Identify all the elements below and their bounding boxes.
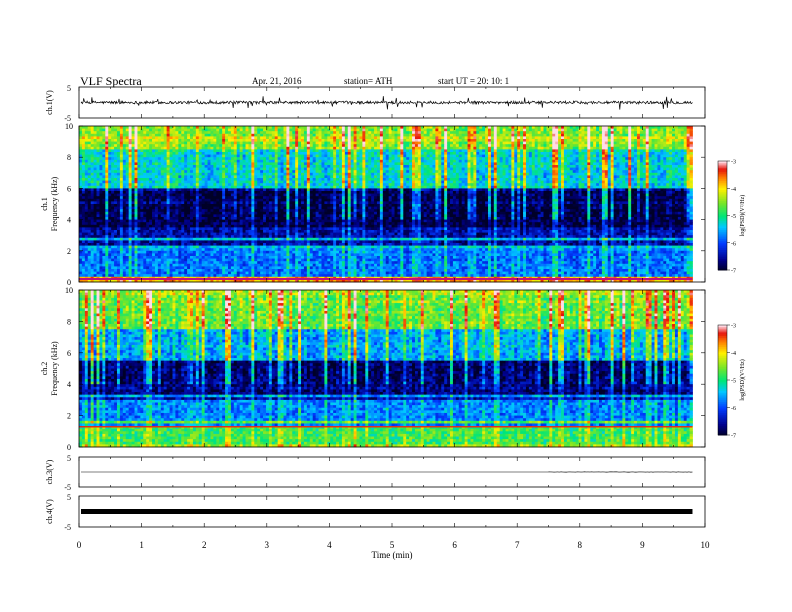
colorbar-label: log(PSD)(V²/Hz) bbox=[739, 359, 746, 400]
y-axis-label: Frequency (kHz) bbox=[50, 341, 59, 396]
colorbar-tick-label: -6 bbox=[731, 241, 736, 247]
y-axis-label: ch.1(V) bbox=[45, 90, 54, 115]
colorbar-tick-label: -7 bbox=[731, 269, 736, 275]
start-time-label: start UT = 20: 10: 1 bbox=[438, 76, 509, 86]
y-tick-label: 8 bbox=[67, 317, 71, 326]
ch2-low-freq-line bbox=[79, 426, 693, 428]
y-tick-label: 0 bbox=[67, 278, 71, 287]
colorbar-tick-label: -5 bbox=[731, 379, 736, 385]
y-tick-label: 6 bbox=[67, 184, 71, 193]
colorbar-label-group: log(PSD)(V²/Hz) bbox=[739, 359, 746, 400]
x-axis-label: Time (min) bbox=[372, 550, 413, 560]
x-tick-label: 10 bbox=[701, 540, 711, 550]
y-tick-label: -5 bbox=[64, 114, 71, 123]
y-tick-label: 10 bbox=[65, 122, 73, 131]
y-axis-label: Frequency (kHz) bbox=[50, 176, 59, 231]
x-tick-label: 5 bbox=[390, 540, 395, 550]
x-tick-label: 4 bbox=[327, 540, 332, 550]
ch3-waveform-noise bbox=[548, 471, 693, 473]
colorbar-tick-label: -7 bbox=[731, 434, 736, 440]
y-axis-label: ch.3(V) bbox=[45, 459, 54, 484]
y-tick-label: 4 bbox=[67, 380, 71, 389]
station-label: station= ATH bbox=[344, 76, 392, 86]
x-tick-label: 6 bbox=[452, 540, 457, 550]
colorbar-tick-label: -6 bbox=[731, 406, 736, 412]
y-tick-label: -5 bbox=[64, 483, 71, 492]
colorbar bbox=[718, 325, 727, 436]
x-tick-label: 2 bbox=[202, 540, 207, 550]
y-tick-label: 8 bbox=[67, 153, 71, 162]
y-axis-label: ch.1 bbox=[40, 197, 49, 211]
y-tick-label: -5 bbox=[64, 523, 71, 532]
y-tick-label: 5 bbox=[67, 84, 71, 93]
colorbar-tick-label: -5 bbox=[731, 214, 736, 220]
ch1-waveform-line bbox=[80, 96, 693, 110]
y-axis-label: ch.1 Frequency (kHz) bbox=[40, 176, 59, 231]
y-tick-label: 4 bbox=[67, 216, 71, 225]
y-tick-label: 6 bbox=[67, 349, 71, 358]
colorbar-tick-label: -3 bbox=[731, 324, 736, 330]
date-label: Apr. 21, 2016 bbox=[252, 76, 302, 86]
colorbar bbox=[718, 161, 727, 271]
figure-title: VLF Spectra bbox=[80, 74, 142, 89]
ch1-spectrogram-heatmap bbox=[79, 126, 693, 283]
ch2-spectrogram-heatmap bbox=[79, 290, 693, 448]
x-tick-label: 0 bbox=[77, 540, 82, 550]
y-axis-label: ch.3(V) bbox=[45, 459, 54, 484]
y-axis-label: ch.2 Frequency (kHz) bbox=[40, 341, 59, 396]
y-axis-label: ch.2 bbox=[40, 362, 49, 376]
colorbar-tick-label: -3 bbox=[731, 160, 736, 166]
colorbar-tick-label: -4 bbox=[731, 187, 736, 193]
y-tick-label: 0 bbox=[67, 443, 71, 452]
x-tick-label: 7 bbox=[515, 540, 520, 550]
y-tick-label: 10 bbox=[65, 286, 73, 295]
x-tick-label: 1 bbox=[139, 540, 144, 550]
y-axis-label: ch.1(V) bbox=[45, 90, 54, 115]
x-tick-label: 9 bbox=[640, 540, 645, 550]
y-axis-label: ch.4(V) bbox=[45, 499, 54, 524]
x-tick-label: 8 bbox=[578, 540, 583, 550]
colorbar-tick-label: -4 bbox=[731, 351, 736, 357]
y-tick-label: 5 bbox=[67, 454, 71, 463]
y-tick-label: 2 bbox=[67, 247, 71, 256]
colorbar-label: log(PSD)(V²/Hz) bbox=[739, 195, 746, 236]
ch4-waveform-line bbox=[81, 509, 693, 514]
y-tick-label: 2 bbox=[67, 412, 71, 421]
ch1-low-freq-line bbox=[79, 278, 693, 280]
y-tick-label: 5 bbox=[67, 493, 71, 502]
x-tick-label: 3 bbox=[265, 540, 270, 550]
colorbar-label-group: log(PSD)(V²/Hz) bbox=[739, 195, 746, 236]
y-axis-label: ch.4(V) bbox=[45, 499, 54, 524]
